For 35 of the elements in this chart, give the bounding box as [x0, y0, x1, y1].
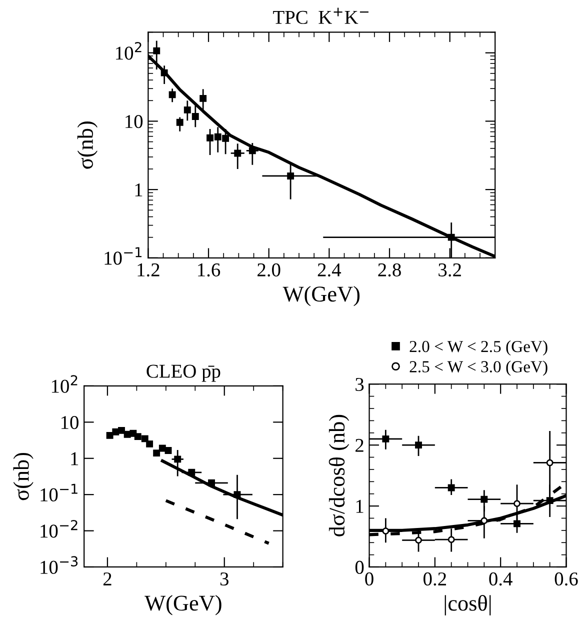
y-tick-label: 10$^{−2}$	[40, 520, 78, 538]
chart-title: CLEO p̄p	[146, 364, 220, 382]
y-tick-label: 1	[356, 500, 364, 513]
y-tick-label: 10	[126, 115, 143, 128]
y-axis-title: σ(nb)	[13, 452, 34, 500]
y-tick-label: 1	[135, 183, 142, 196]
x-tick-label: 0	[365, 572, 374, 586]
x-axis-title: |cosθ|	[444, 595, 491, 616]
y-tick-label: 10$^{−3}$	[40, 556, 78, 574]
y-tick-label: 3	[356, 378, 364, 392]
y-tick-label: 10$^{2}$	[116, 42, 142, 60]
x-tick-label: 3.2	[438, 263, 461, 277]
x-tick-label: 1.6	[198, 263, 220, 277]
chart-title: TPC K$^{+}$K$^{−}$	[273, 8, 368, 24]
x-tick-label: 2.0	[258, 263, 280, 277]
x-tick-label: 1.2	[138, 263, 160, 277]
x-tick-label: 0.6	[554, 572, 578, 586]
y-axis-title: σ(nb)	[77, 122, 98, 169]
y-axis-title: dσ/dcosθ (nb)	[328, 414, 350, 536]
x-tick-label: 2	[103, 572, 112, 586]
x-axis-title: W(GeV)	[282, 286, 360, 306]
y-tick-label: 2	[356, 438, 364, 452]
y-tick-label: 10$^{2}$	[52, 375, 78, 393]
y-tick-label: 10$^{−1}$	[40, 484, 78, 502]
x-tick-label: 0.2	[424, 572, 446, 586]
x-tick-label: 3	[220, 572, 228, 586]
x-axis-title: W(GeV)	[144, 595, 222, 616]
y-tick-label: 10	[61, 416, 78, 430]
x-tick-label: 2.4	[318, 263, 342, 277]
x-tick-label: 0.4	[489, 572, 512, 586]
y-tick-label: 1	[71, 452, 78, 466]
legend-label: 2.0 < W < 2.5 (GeV)	[410, 340, 548, 356]
legend-label: 2.5 < W < 3.0 (GeV)	[410, 360, 548, 376]
y-tick-label: 0	[355, 560, 364, 574]
x-tick-label: 2.8	[378, 263, 401, 277]
